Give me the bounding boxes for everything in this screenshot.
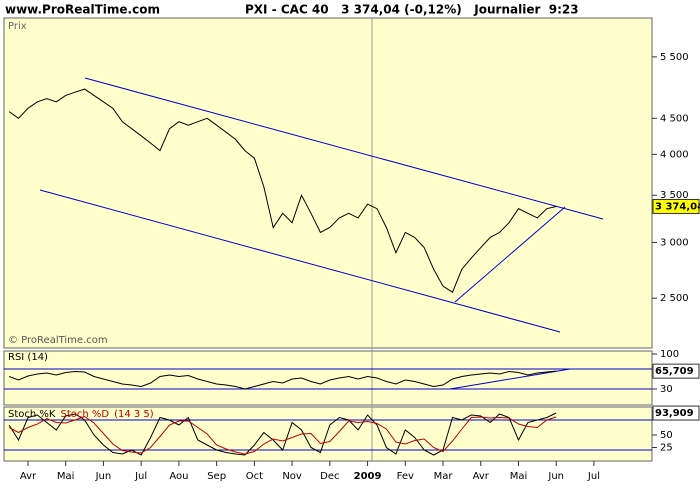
legend-entry: Stoch %K	[8, 409, 56, 420]
x-tick-label: Mai	[57, 471, 75, 482]
channel-upper	[84, 77, 604, 220]
panel-label: Prix	[8, 21, 27, 32]
y-tick-label: 4 500	[660, 113, 689, 124]
x-tick-label: Mai	[510, 471, 528, 482]
x-tick-label: 2009	[354, 471, 382, 482]
current-value-label: 93,909	[655, 408, 694, 419]
x-tick-label: Avr	[20, 471, 37, 482]
y-tick-label: 4 000	[660, 149, 689, 160]
x-tick-label: Jun	[95, 471, 112, 482]
current-value-label: 3 374,04	[655, 201, 700, 212]
support-line	[454, 206, 566, 303]
current-value-label: 65,709	[655, 366, 694, 377]
y-tick-label: 3 500	[660, 190, 689, 201]
current-value-box	[652, 198, 700, 214]
x-tick-label: Nov	[282, 471, 302, 482]
x-tick-label: Oct	[246, 471, 263, 482]
rsi-trend	[449, 368, 571, 390]
stoch-params: (14 3 5)	[114, 409, 154, 420]
x-tick-label: Dec	[320, 471, 339, 482]
x-tick-label: Mar	[434, 471, 454, 482]
y-tick-label: 3 000	[660, 237, 689, 248]
data-line	[8, 370, 557, 390]
rsi-panel	[3, 350, 653, 406]
price-panel	[3, 17, 653, 349]
current-value-box	[652, 405, 700, 421]
x-tick-label: Sep	[207, 471, 226, 482]
x-tick-label: Aou	[169, 471, 188, 482]
x-tick-label: Jun	[547, 471, 564, 482]
data-line	[8, 412, 557, 456]
x-tick-label: Jul	[134, 471, 147, 482]
current-value-box	[652, 363, 700, 379]
data-line	[8, 88, 557, 293]
x-tick-label: Fev	[397, 471, 414, 482]
y-tick-label: 25	[660, 443, 673, 454]
legend-entry: Stoch %D	[60, 409, 109, 420]
rsi-title: RSI (14)	[8, 352, 48, 363]
y-tick-label: 5 500	[660, 52, 689, 63]
x-tick-label: Avr	[473, 471, 490, 482]
channel-lower	[39, 189, 561, 333]
x-tick-label: Jul	[587, 471, 600, 482]
credit: © ProRealTime.com	[8, 335, 108, 346]
chart-title: PXI - CAC 40 3 374,04 (-0,12%) Journalie…	[245, 3, 579, 17]
y-tick-label: 30	[660, 384, 673, 395]
y-tick-label: 50	[660, 430, 673, 441]
site-name: www.ProRealTime.com	[5, 3, 160, 17]
y-tick-label: 2 500	[660, 293, 689, 304]
y-tick-label: 100	[660, 349, 679, 360]
data-line	[8, 415, 557, 455]
